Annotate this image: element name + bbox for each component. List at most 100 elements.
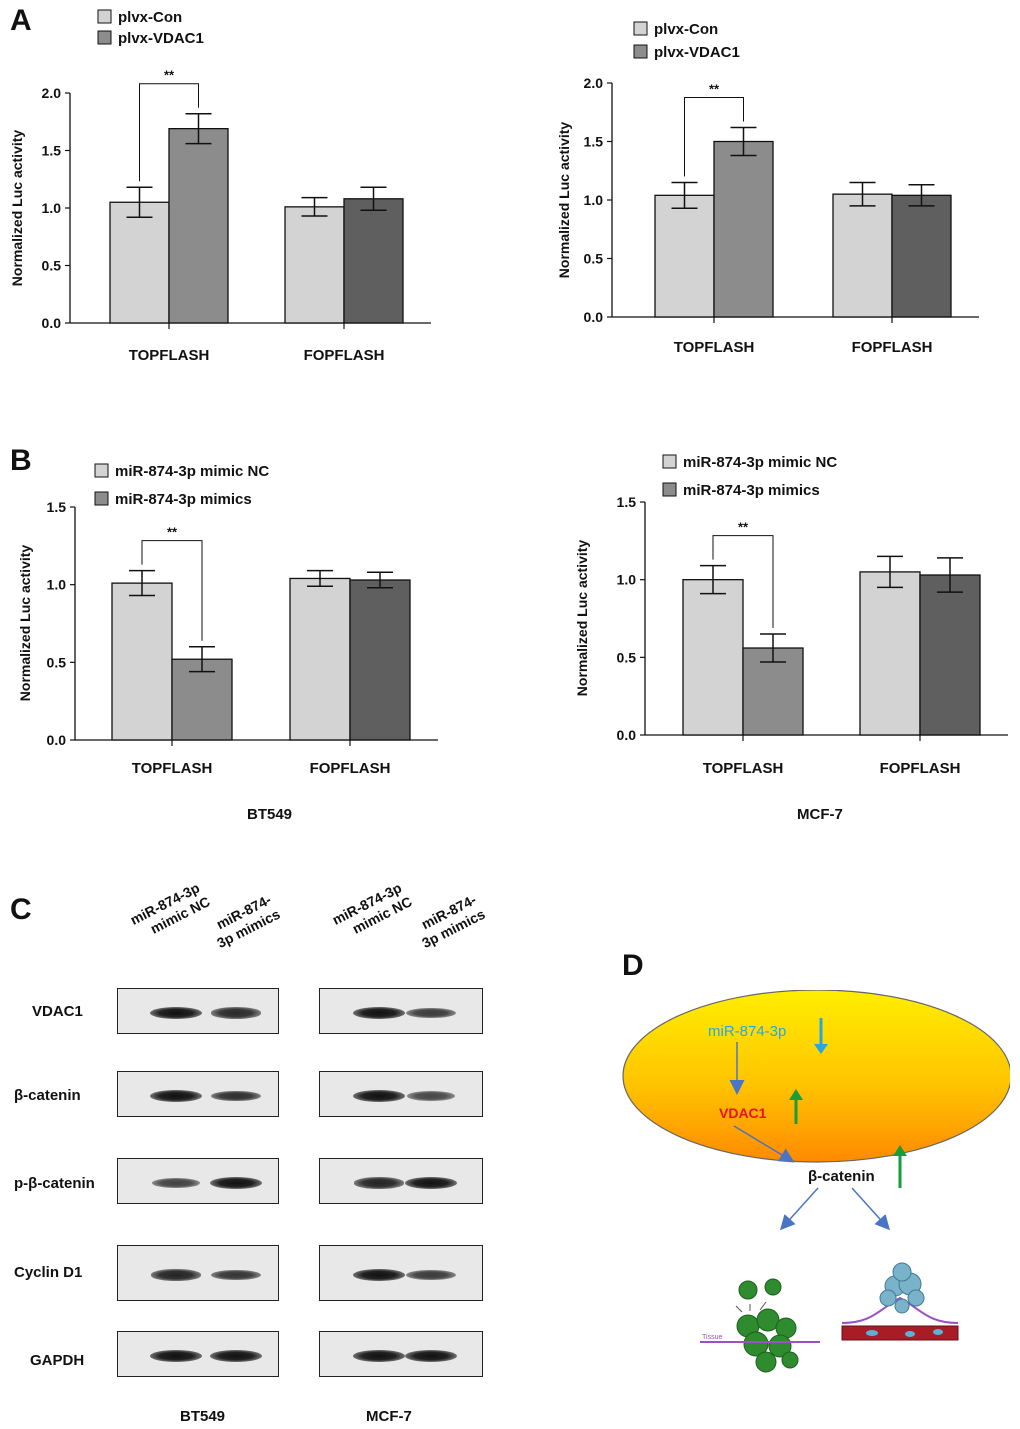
x-tick-label: TOPFLASH — [129, 347, 210, 364]
blot-frame — [319, 988, 483, 1034]
legend-label: miR-874-3p mimic NC — [115, 463, 269, 480]
x-tick-label: TOPFLASH — [132, 760, 213, 777]
mirna-label: miR-874-3p — [708, 1023, 786, 1040]
blot-frame — [319, 1071, 483, 1117]
blot-band — [150, 1350, 202, 1362]
protein-label-p-beta-catenin: p-β-catenin — [14, 1175, 95, 1192]
blot-band — [210, 1090, 262, 1102]
blot-band — [405, 1177, 457, 1189]
blot-frame — [319, 1331, 483, 1377]
bar — [832, 193, 893, 318]
lane-header-mcf7-mimics: miR-874- 3p mimics — [412, 891, 488, 952]
down-arrow-head-icon — [814, 1044, 828, 1054]
panel-c-letter: C — [10, 893, 32, 926]
lane-header-mcf7-nc: miR-874-3p mimic NC — [330, 878, 415, 944]
chart-a-right: 0.0 0.5 1.0 1.5 2.0 Normalized Luc activity TO… — [556, 21, 979, 356]
significance-label: ** — [709, 81, 720, 96]
y-tick-label: 0.5 — [47, 654, 67, 670]
bar — [713, 140, 774, 318]
x-tick-label: FOPFLASH — [304, 347, 385, 364]
blot-band — [406, 1269, 456, 1281]
protein-label-gapdh: GAPDH — [30, 1352, 85, 1369]
y-tick-label: 0.5 — [42, 258, 62, 274]
significance-label: ** — [738, 520, 749, 535]
y-tick-label: 0.0 — [47, 732, 67, 748]
cell-ellipse — [622, 990, 1010, 1163]
bar — [682, 579, 744, 736]
lane-header-bt549-mimics: miR-874- 3p mimics — [207, 891, 283, 952]
blot-band — [150, 1269, 202, 1281]
significance-label: ** — [167, 525, 178, 540]
pathway-diagram: miR-874-3p VDAC1 β-catenin Tissue — [622, 990, 1010, 1373]
tissue-label: Tissue — [702, 1334, 722, 1341]
proliferation-illustration-icon: Tissue — [700, 1278, 820, 1373]
x-tick-label: TOPFLASH — [674, 339, 755, 356]
metastasis-illustration-icon — [841, 1262, 959, 1341]
y-tick-label: 0.0 — [42, 315, 62, 331]
catenin-to-metastasis-arrow-icon — [851, 1187, 891, 1231]
legend-swatch — [94, 463, 109, 478]
legend-swatch — [633, 44, 648, 59]
y-axis-label: Normalized Luc activity — [17, 545, 33, 702]
blot-band — [210, 1177, 262, 1189]
blot-band — [353, 1350, 405, 1362]
protein-label-beta-catenin: β-catenin — [14, 1087, 81, 1104]
lane-header-bt549-nc: miR-874-3p mimic NC — [128, 878, 213, 944]
blot-cell-line-mcf7: MCF-7 — [366, 1408, 412, 1425]
chart-b-left: 0.0 0.5 1.0 1.5 Normalized Luc activity TOPFL… — [17, 463, 438, 777]
y-tick-label: 2.0 — [42, 85, 62, 101]
vdac1-to-catenin-arrow-icon — [733, 1125, 795, 1163]
x-tick-label: FOPFLASH — [310, 760, 391, 777]
bar — [343, 198, 404, 324]
legend-label: miR-874-3p mimics — [683, 482, 820, 499]
y-tick-label: 1.0 — [617, 572, 637, 588]
bar — [654, 194, 715, 318]
y-tick-label: 1.5 — [584, 134, 604, 150]
legend-label: plvx-VDAC1 — [654, 44, 740, 61]
blot-frame — [117, 1331, 279, 1377]
y-tick-label: 0.5 — [584, 251, 604, 267]
blot-band — [406, 1007, 456, 1019]
blot-band — [406, 1091, 456, 1101]
y-tick-label: 1.5 — [617, 494, 637, 510]
panel-d-letter: D — [622, 949, 644, 982]
y-tick-label: 2.0 — [584, 75, 604, 91]
blot-band — [210, 1007, 262, 1019]
y-tick-label: 0.5 — [617, 649, 637, 665]
blot-frame — [319, 1158, 483, 1204]
y-axis-label: Normalized Luc activity — [9, 130, 25, 287]
blot-band — [150, 1007, 202, 1019]
bar — [168, 127, 229, 324]
blot-band — [405, 1350, 457, 1362]
cell-line-bt549-label: BT549 — [247, 806, 293, 823]
significance-bracket — [712, 535, 774, 629]
blot-frame — [117, 1245, 279, 1301]
protein-label-vdac1: VDAC1 — [32, 1003, 83, 1020]
blot-frame — [117, 988, 279, 1034]
legend-label: miR-874-3p mimics — [115, 491, 252, 508]
significance-bracket — [684, 96, 744, 177]
blot-frame — [117, 1071, 279, 1117]
y-tick-label: 1.0 — [42, 200, 62, 216]
legend-swatch — [94, 491, 109, 506]
x-tick-label: FOPFLASH — [880, 760, 961, 777]
blot-band — [150, 1090, 202, 1102]
blot-cell-line-bt549: BT549 — [180, 1408, 226, 1425]
bar — [859, 571, 921, 736]
y-axis-label: Normalized Luc activity — [574, 540, 590, 697]
bar — [919, 574, 981, 736]
legend-swatch — [97, 9, 112, 24]
significance-label: ** — [164, 68, 175, 83]
y-tick-label: 0.0 — [584, 309, 604, 325]
blot-band — [211, 1269, 261, 1281]
blot-band — [353, 1177, 405, 1189]
y-axis-label: Normalized Luc activity — [556, 122, 572, 279]
significance-bracket — [139, 83, 199, 182]
blot-band — [353, 1090, 405, 1102]
blot-band — [210, 1350, 262, 1362]
cell-line-mcf7-label: MCF-7 — [797, 806, 843, 823]
bar — [891, 194, 952, 318]
blot-band — [151, 1177, 201, 1189]
legend-label: miR-874-3p mimic NC — [683, 454, 837, 471]
y-tick-label: 0.0 — [617, 727, 637, 743]
